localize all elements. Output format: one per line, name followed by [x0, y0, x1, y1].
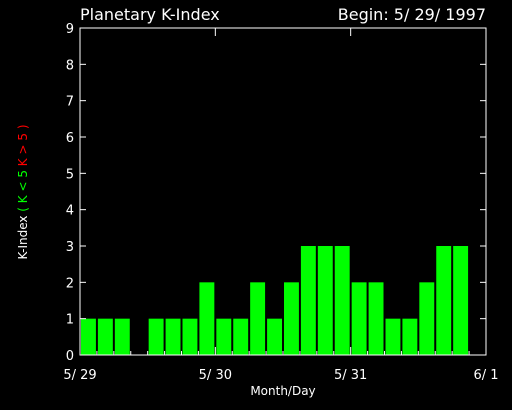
k-index-bar [148, 318, 164, 355]
y-axis-label-main: K-Index [16, 216, 30, 260]
k-index-bar [402, 318, 418, 355]
y-axis-label-low: ( K < 5 [16, 170, 30, 212]
k-index-bar [199, 282, 215, 355]
bar-series [81, 246, 469, 355]
k-index-bar [216, 318, 232, 355]
k-index-bar [419, 282, 435, 355]
y-axis-ticks: 0 1 2 3 4 5 6 7 8 9 [66, 22, 486, 364]
k-index-bar [81, 318, 96, 355]
k-index-bar [284, 282, 299, 355]
y-tick-label: 9 [66, 22, 74, 37]
k-index-bar [385, 318, 401, 355]
y-tick-label: 5 [66, 167, 74, 182]
k-index-bar [334, 246, 350, 355]
chart-title: Planetary K-Index [80, 5, 220, 24]
k-index-bar [114, 318, 130, 355]
x-tick-label: 5/ 31 [334, 368, 367, 383]
y-tick-label: 6 [66, 131, 74, 146]
y-tick-label: 8 [66, 58, 74, 73]
k-index-bar [182, 318, 198, 355]
chart-subtitle: Begin: 5/ 29/ 1997 [338, 5, 486, 24]
k-index-bar [267, 318, 282, 355]
x-tick-label: 6/ 1 [473, 368, 498, 383]
y-axis-label-high: K > 5 ) [16, 124, 30, 166]
y-axis-label: K-Index ( K < 5 K > 5 ) [16, 124, 30, 259]
k-index-bar [368, 282, 384, 355]
y-tick-label: 1 [66, 313, 74, 328]
k-index-bar [436, 246, 452, 355]
y-tick-label: 4 [66, 204, 74, 219]
plot-frame [79, 27, 487, 356]
k-index-bar [233, 318, 249, 355]
x-tick-label: 5/ 30 [199, 368, 232, 383]
k-index-bar [250, 282, 266, 355]
k-index-bar [97, 318, 113, 355]
k-index-bar [453, 246, 469, 355]
x-axis-label: Month/Day [250, 384, 315, 398]
y-tick-label: 0 [66, 349, 74, 364]
y-tick-label: 2 [66, 276, 74, 291]
k-index-bar [317, 246, 333, 355]
x-tick-label: 5/ 29 [63, 368, 96, 383]
svg-text:K-Index ( K <: K-Index ( K < 5 K > 5 ) [16, 124, 30, 259]
y-tick-label: 7 [66, 95, 74, 110]
k-index-bar [351, 282, 367, 355]
y-tick-label: 3 [66, 240, 74, 255]
k-index-bar [300, 246, 316, 355]
k-index-bar [165, 318, 181, 355]
